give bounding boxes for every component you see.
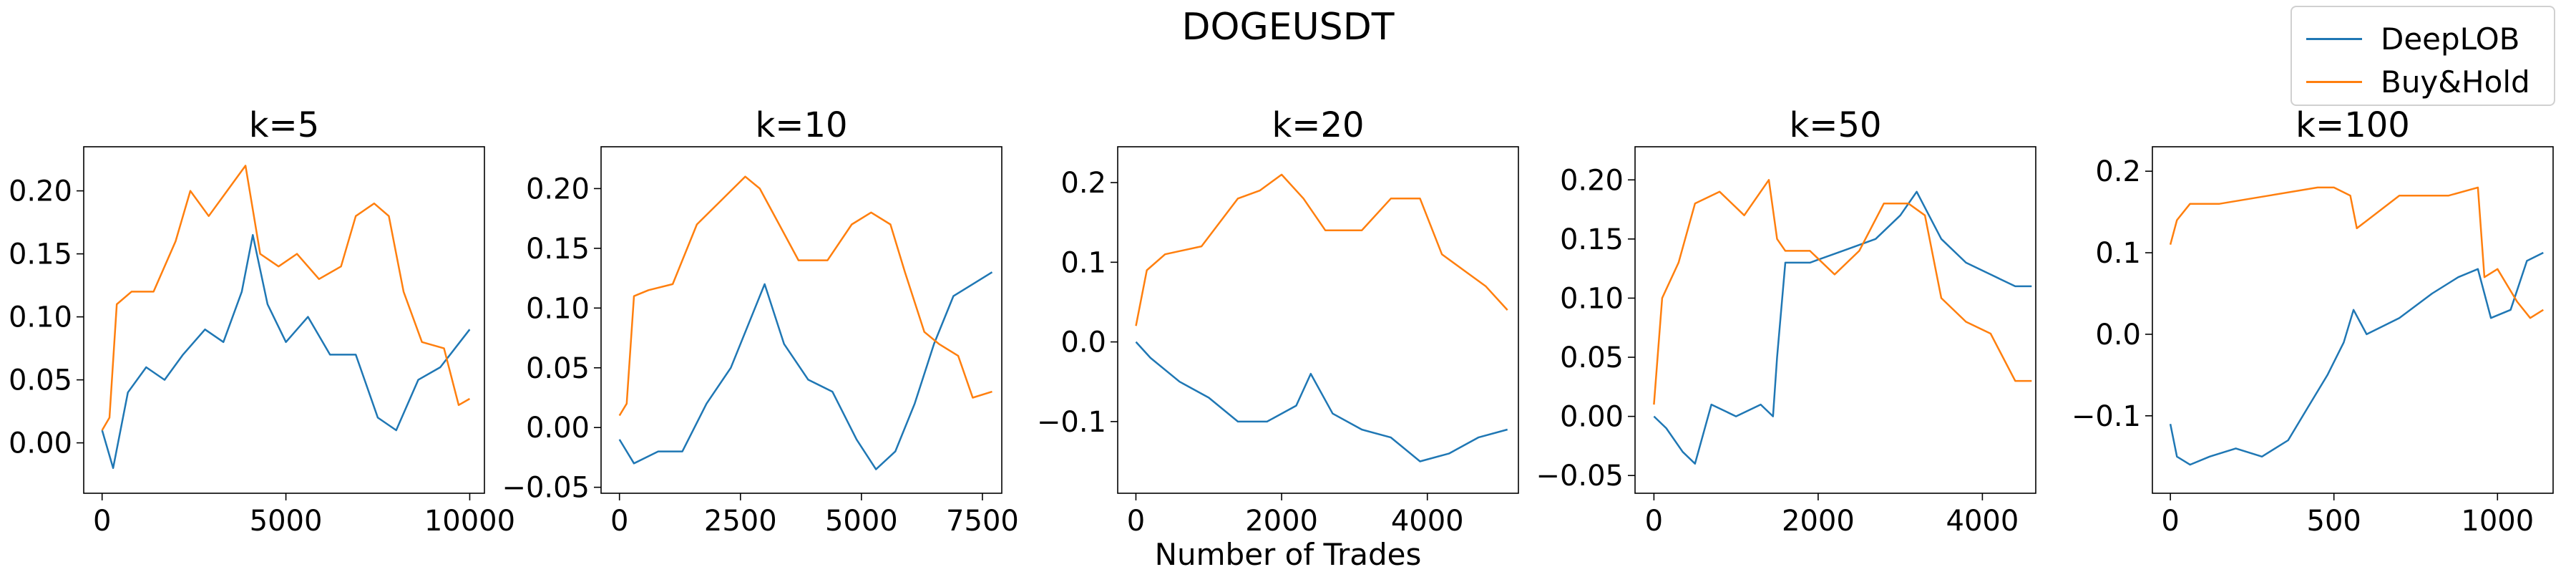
x-tick-label: 1000 (2461, 505, 2534, 538)
y-tick-label: 0.15 (9, 238, 72, 271)
legend-swatch-buyhold (2306, 80, 2362, 83)
subplot-5: k=100 0 500 1000 −0.1 0.0 0.1 0.2 (2072, 105, 2554, 538)
axes-frame (83, 146, 485, 494)
y-tick-label: 0.05 (9, 364, 72, 397)
x-tick-label: 4000 (1391, 505, 1464, 538)
y-tick-label: 0.10 (526, 292, 590, 325)
series-line-deeplob (101, 233, 471, 470)
y-tick-label: 0.0 (2095, 319, 2141, 352)
x-tick-label: 2000 (1782, 505, 1855, 538)
series-line-buyhold (1135, 173, 1508, 326)
y-tick-label: −0.1 (2072, 400, 2141, 433)
y-tick-label: 0.15 (526, 233, 590, 266)
y-tick-label: 0.00 (1560, 401, 1624, 434)
series-line-buyhold (1653, 179, 2032, 405)
subplot-2: k=10 0 2500 5000 7500 −0.05 0.00 0.05 0.10 0.15 0.… (502, 105, 1018, 538)
legend-swatch-deeplob (2306, 37, 2362, 40)
subplot-4: k=50 0 2000 4000 −0.05 0.00 0.05 0.10 0.15 0.20 (1536, 105, 2036, 538)
axes-frame (1117, 146, 1519, 494)
series-line-deeplob (2169, 251, 2544, 466)
x-tick-label: 2500 (704, 505, 777, 538)
x-tick-label: 0 (1645, 505, 1663, 538)
subplot-title: k=20 (1272, 105, 1364, 145)
x-axis-label: Number of Trades (1154, 537, 1422, 572)
y-tick-label: 0.1 (2095, 237, 2141, 270)
axes-frame (1634, 146, 2036, 494)
x-tick-label: 0 (2161, 505, 2179, 538)
x-tick-label: 2000 (1245, 505, 1318, 538)
series-line-deeplob (1135, 341, 1508, 462)
x-tick-label: 5000 (825, 505, 898, 538)
subplot-title: k=10 (755, 105, 847, 145)
y-tick-label: 0.0 (1060, 326, 1106, 359)
x-tick-label: 500 (2307, 505, 2361, 538)
legend-item-buyhold: Buy&Hold (2306, 60, 2530, 103)
y-tick-label: 0.15 (1560, 223, 1624, 256)
y-tick-label: 0.2 (2095, 155, 2141, 188)
y-tick-label: 0.20 (1560, 164, 1624, 197)
legend: DeepLOB Buy&Hold (2290, 6, 2555, 106)
y-tick-label: 0.1 (1060, 246, 1106, 279)
y-tick-label: −0.1 (1037, 406, 1106, 439)
x-tick-label: 0 (1127, 505, 1145, 538)
series-line-buyhold (101, 165, 471, 431)
x-tick-label: 0 (610, 505, 628, 538)
subplot-title: k=5 (249, 105, 320, 145)
subplot-title: k=50 (1789, 105, 1881, 145)
x-tick-label: 7500 (946, 505, 1019, 538)
y-tick-label: 0.00 (526, 412, 590, 445)
x-tick-label: 5000 (250, 505, 323, 538)
y-tick-label: 0.20 (9, 175, 72, 208)
legend-item-deeplob: DeepLOB (2306, 17, 2519, 60)
legend-label-buyhold: Buy&Hold (2381, 64, 2530, 100)
axes-frame (600, 146, 1002, 494)
subplot-1: k=5 0 5000 10000 0.00 0.05 0.10 0.15 0.20 (9, 105, 515, 538)
y-tick-label: 0.10 (9, 301, 72, 334)
y-tick-label: 0.05 (526, 352, 590, 385)
legend-label-deeplob: DeepLOB (2381, 21, 2520, 57)
figure-title: DOGEUSDT (1181, 6, 1395, 49)
x-tick-label: 0 (93, 505, 111, 538)
series-line-deeplob (1653, 190, 2032, 465)
y-tick-label: 0.05 (1560, 341, 1624, 374)
y-tick-label: 0.00 (9, 427, 72, 460)
x-tick-label: 4000 (1946, 505, 2019, 538)
series-line-buyhold (618, 175, 992, 417)
series-line-deeplob (618, 271, 993, 470)
y-tick-label: 0.2 (1060, 167, 1106, 200)
y-tick-label: 0.20 (526, 173, 590, 205)
subplot-title: k=100 (2296, 105, 2410, 145)
y-tick-label: −0.05 (1536, 460, 1624, 493)
x-tick-label: 10000 (424, 505, 515, 538)
axes-frame (2152, 146, 2554, 494)
y-tick-label: −0.05 (502, 472, 590, 505)
subplot-3: k=20 0 2000 4000 −0.1 0.0 0.1 0.2 (1037, 105, 1519, 538)
series-line-buyhold (2169, 186, 2544, 319)
y-tick-label: 0.10 (1560, 282, 1624, 315)
